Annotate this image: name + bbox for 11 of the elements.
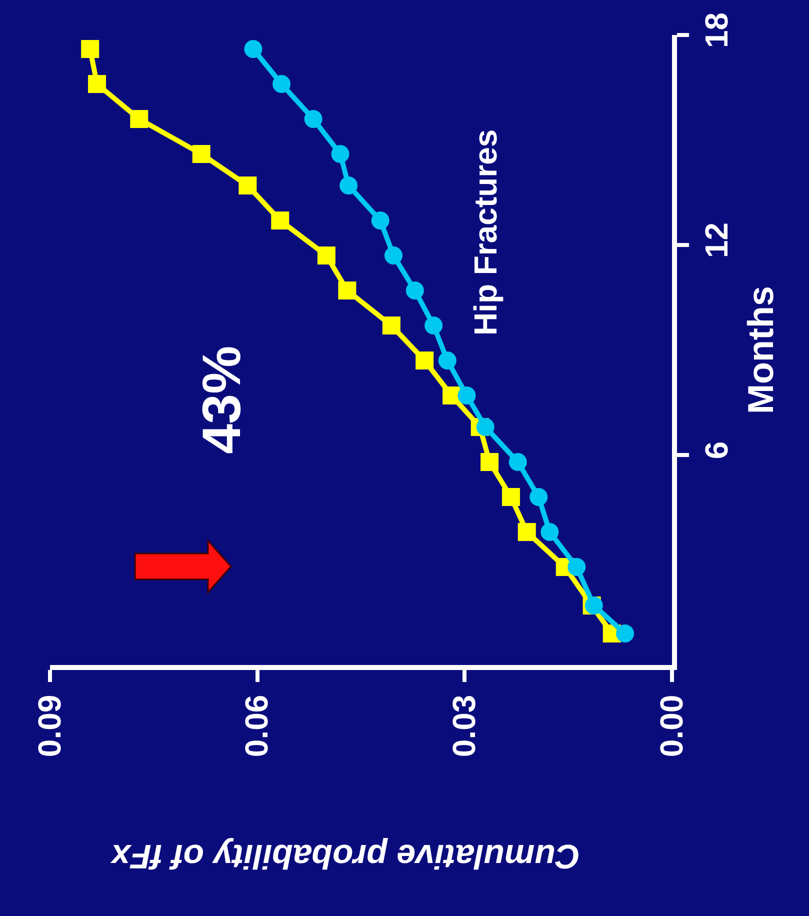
x-tick-label: 0.03 <box>446 694 482 758</box>
y-tick-label: 6 <box>698 441 734 460</box>
y-axis-title: Months <box>740 286 782 414</box>
x-tick-label: 0.06 <box>238 694 275 758</box>
y-tick-label: 12 <box>698 222 734 258</box>
y-tick-label: 18 <box>698 12 734 48</box>
annotation: 43% <box>192 346 252 454</box>
x-tick-label: 0.09 <box>31 694 68 758</box>
text: Hip Fractures <box>467 129 504 336</box>
x-axis-title: Cumulative probability of fFx <box>109 836 580 875</box>
x-tick-label: 0.00 <box>653 694 690 758</box>
